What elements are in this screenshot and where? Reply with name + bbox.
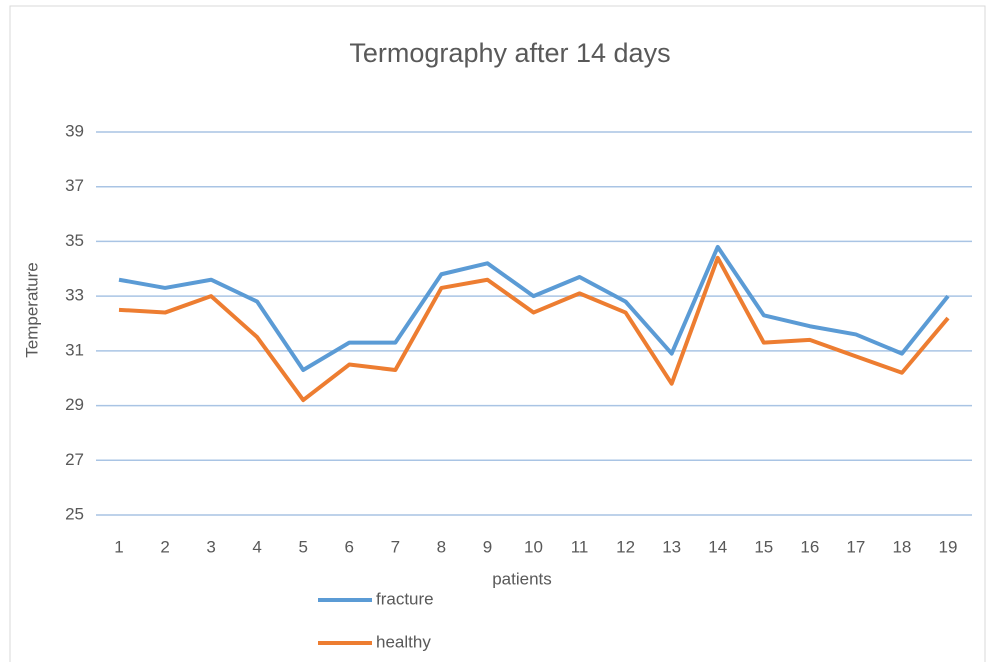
x-tick-label: 16: [800, 537, 819, 556]
chart-frame: [9, 5, 986, 662]
y-tick-label: 31: [65, 340, 84, 359]
y-tick-label: 39: [65, 121, 84, 140]
x-tick-label: 6: [345, 537, 354, 556]
y-tick-label: 35: [65, 231, 84, 250]
x-tick-label: 11: [571, 537, 589, 556]
y-tick-label: 25: [65, 504, 84, 523]
y-tick-label: 37: [65, 176, 84, 195]
x-tick-label: 15: [754, 537, 773, 556]
y-tick-label: 27: [65, 450, 84, 469]
data-line: [118, 244, 950, 373]
x-tick-label: 1: [114, 537, 123, 556]
x-tick-label: 19: [939, 537, 958, 556]
x-tick-label: 10: [524, 537, 543, 556]
y-tick-label: 29: [65, 395, 84, 414]
legend-label: fracture: [376, 589, 434, 608]
x-tick-label: 3: [206, 537, 215, 556]
x-tick-label: 8: [437, 537, 446, 556]
x-tick-label: 9: [483, 537, 492, 556]
x-tick-label: 13: [662, 537, 681, 556]
data-line: [118, 255, 950, 403]
x-tick-label: 5: [298, 537, 307, 556]
x-tick-label: 12: [616, 537, 635, 556]
x-tick-label: 2: [160, 537, 169, 556]
x-tick-label: 4: [252, 537, 261, 556]
y-tick-label: 33: [65, 286, 84, 305]
legend-label: healthy: [376, 632, 431, 651]
x-tick-label: 18: [892, 537, 911, 556]
y-axis-label: Temperature: [22, 262, 41, 357]
x-tick-label: 17: [846, 537, 865, 556]
x-tick-label: 14: [708, 537, 727, 556]
chart-title: Termography after 14 days: [349, 38, 670, 68]
x-tick-label: 7: [391, 537, 400, 556]
x-axis-label: patients: [492, 569, 552, 588]
